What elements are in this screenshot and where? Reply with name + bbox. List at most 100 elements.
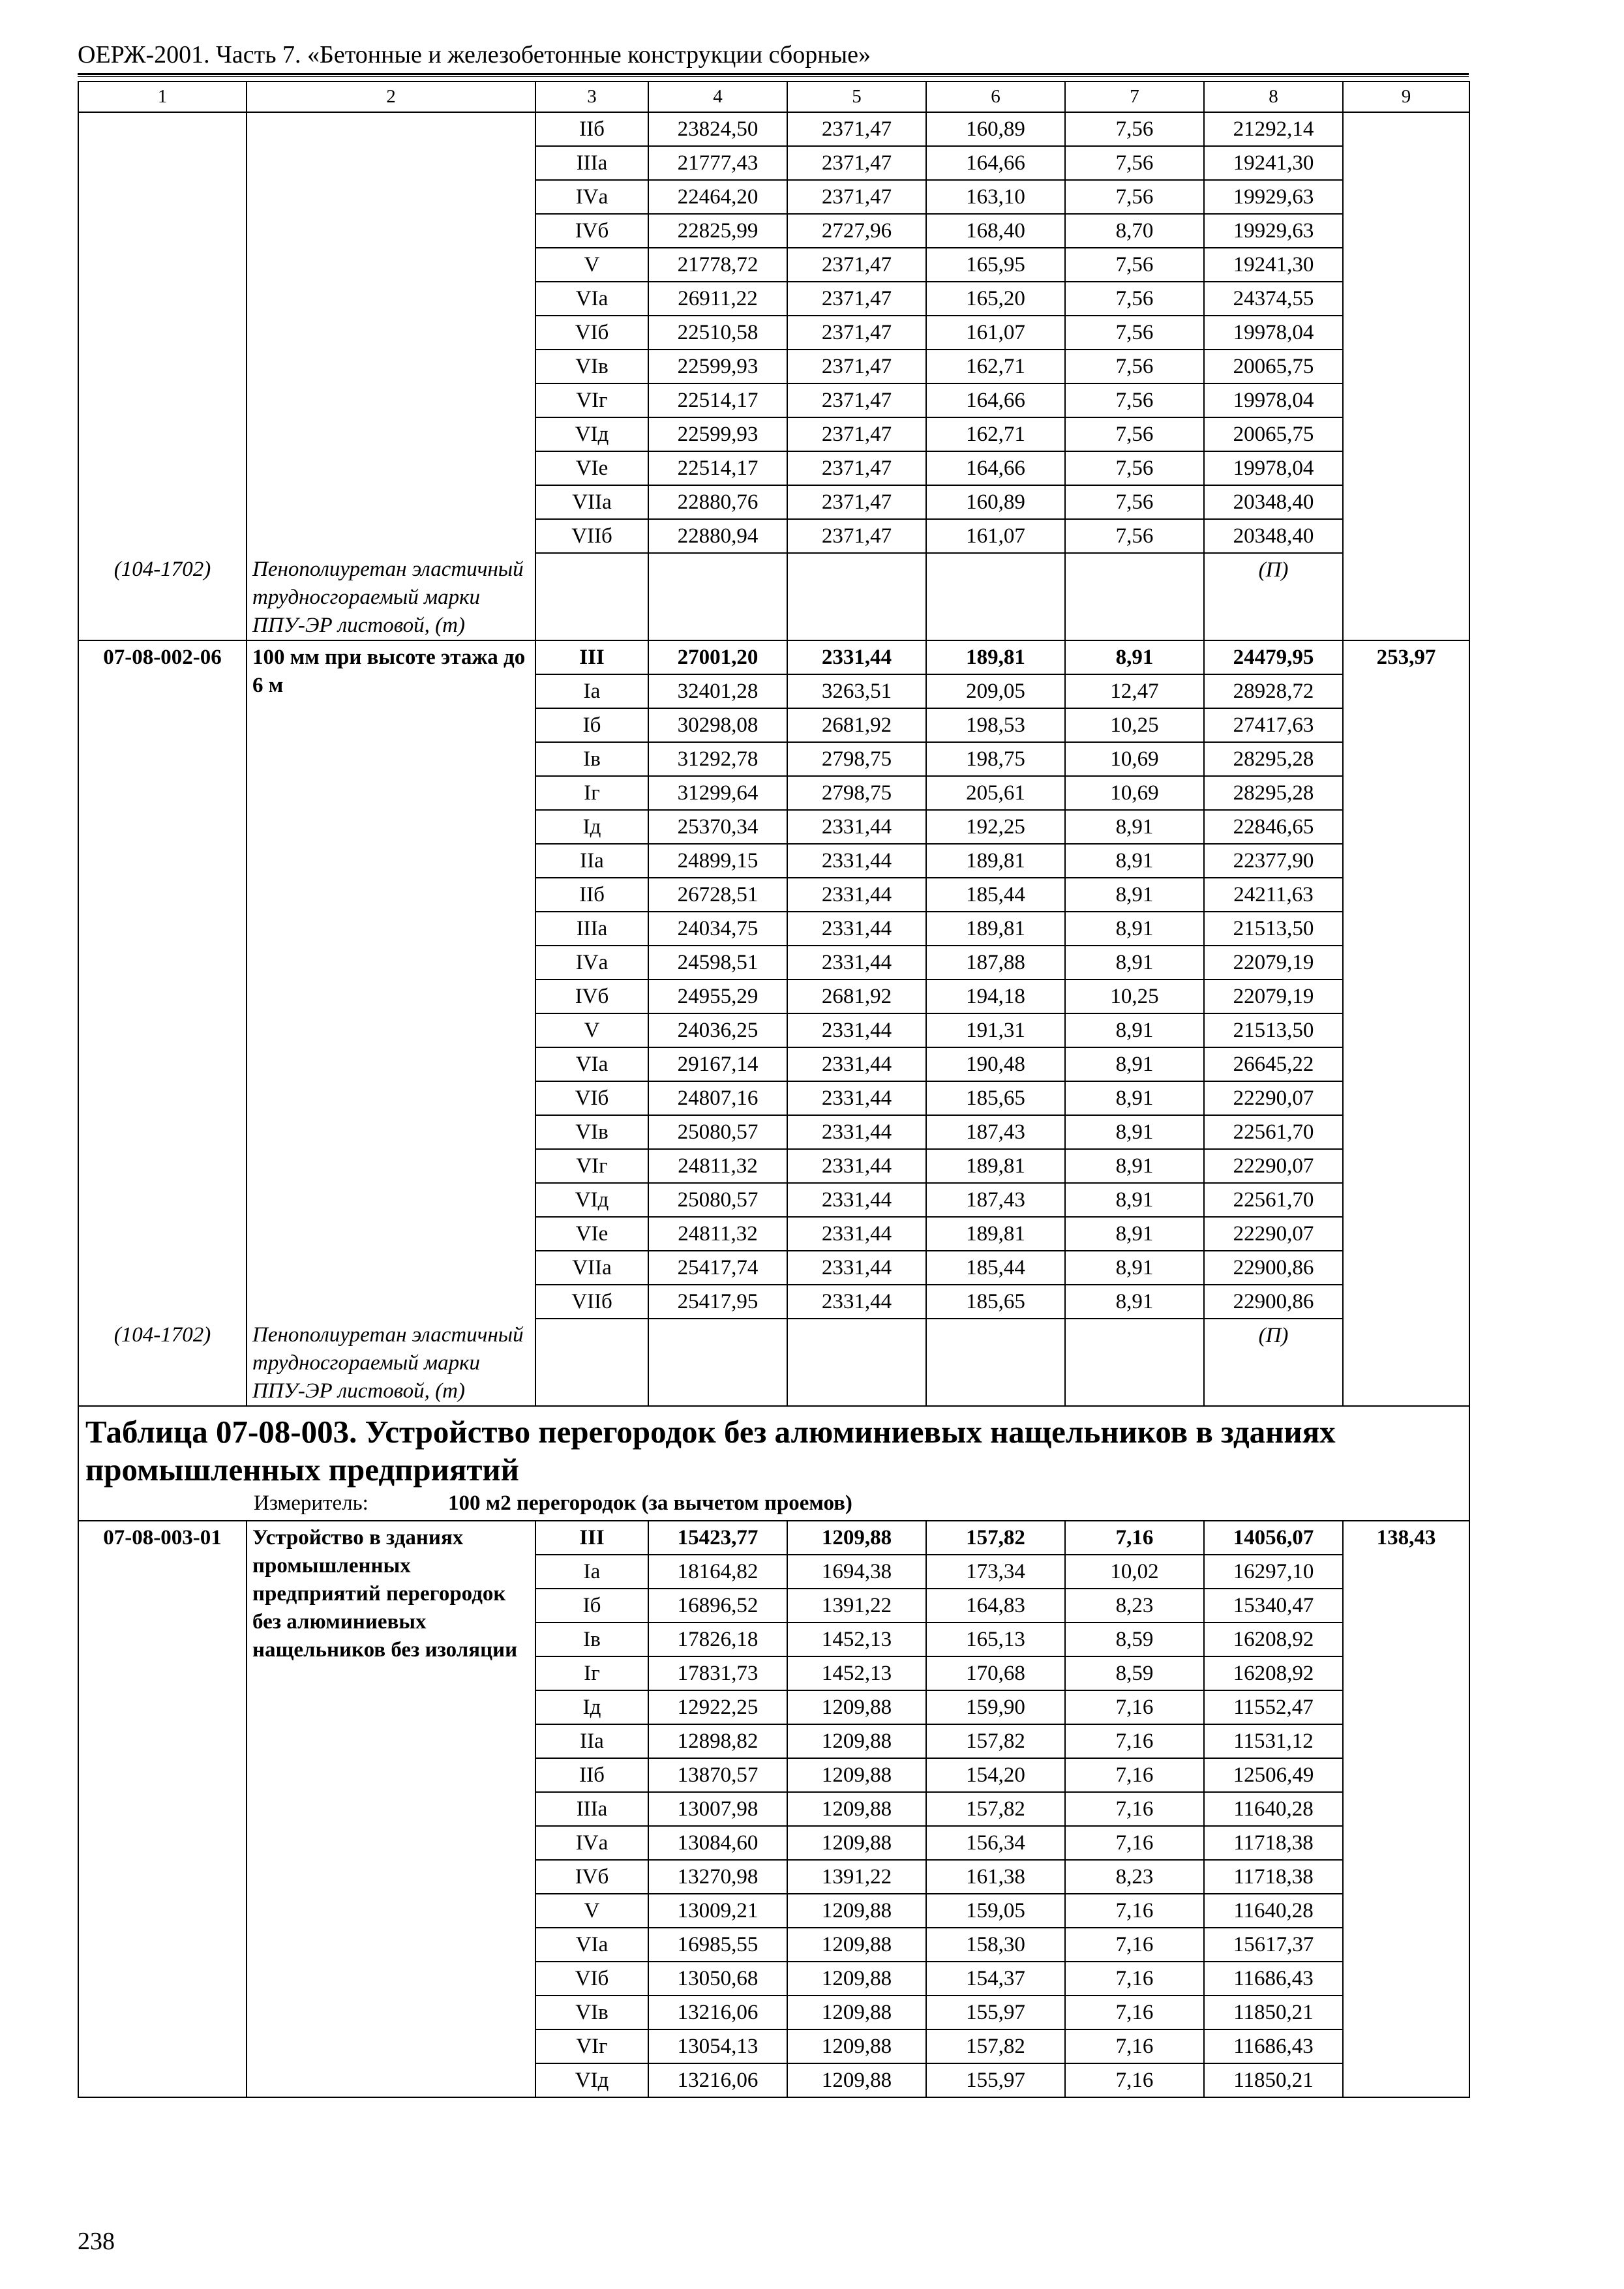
cost-value: 19241,30 bbox=[1203, 247, 1344, 282]
rate-row: VIа 29167,14 2331,44 190,48 8,91 26645,22 bbox=[78, 1047, 1469, 1082]
page-number: 238 bbox=[78, 2228, 115, 2255]
cost-value: 10,69 bbox=[1064, 775, 1205, 811]
rate-row: VIв 22599,93 2371,47 162,71 7,56 20065,75 bbox=[78, 349, 1469, 384]
cost-value: 185,44 bbox=[925, 1250, 1066, 1285]
rate-row: Iб 16896,52 1391,22 164,83 8,23 15340,47 bbox=[78, 1588, 1469, 1623]
cost-value: 24811,32 bbox=[648, 1148, 788, 1184]
cost-value: 22464,20 bbox=[648, 179, 788, 215]
zone: VIе bbox=[535, 1216, 649, 1251]
zone: Iд bbox=[535, 809, 649, 845]
cost-value: 11686,43 bbox=[1203, 1961, 1344, 1996]
cost-value: 22514,17 bbox=[648, 451, 788, 486]
cost-value: 21292,14 bbox=[1203, 112, 1344, 147]
cost-value: 11640,28 bbox=[1203, 1791, 1344, 1827]
cost-value: 2371,47 bbox=[787, 485, 927, 520]
column-number: 9 bbox=[1342, 81, 1470, 113]
cost-value: 7,56 bbox=[1064, 451, 1205, 486]
cost-value: 157,82 bbox=[925, 1791, 1066, 1827]
cost-value: 7,16 bbox=[1064, 1927, 1205, 1962]
cost-value: 22599,93 bbox=[648, 417, 788, 452]
zone: VIIб bbox=[535, 518, 649, 554]
column-number: 8 bbox=[1203, 81, 1344, 113]
cost-value: 15617,37 bbox=[1203, 1927, 1344, 1962]
cost-value: 19929,63 bbox=[1203, 179, 1344, 215]
cost-value: 8,23 bbox=[1064, 1859, 1205, 1894]
zone: VIIа bbox=[535, 1250, 649, 1285]
rate-row: V 24036,25 2331,44 191,31 8,91 21513,50 bbox=[78, 1013, 1469, 1048]
cost-value: 11640,28 bbox=[1203, 1893, 1344, 1928]
empty-cell bbox=[1064, 1318, 1205, 1407]
cost-value: 2727,96 bbox=[787, 213, 927, 248]
rate-row: VIIб 22880,94 2371,47 161,07 7,56 20348,40 bbox=[78, 518, 1469, 554]
cost-value: 11718,38 bbox=[1203, 1859, 1344, 1894]
rate-row: Iа 32401,28 3263,51 209,05 12,47 28928,72 bbox=[78, 674, 1469, 709]
cost-value: 11531,12 bbox=[1203, 1724, 1344, 1759]
cost-value: 7,16 bbox=[1064, 1724, 1205, 1759]
cost-value: 11850,21 bbox=[1203, 2063, 1344, 2098]
rate-row: Iв 31292,78 2798,75 198,75 10,69 28295,28 bbox=[78, 741, 1469, 777]
cost-value: 2331,44 bbox=[787, 1047, 927, 1082]
cost-value: 25370,34 bbox=[648, 809, 788, 845]
column-number: 6 bbox=[925, 81, 1066, 113]
cost-value: 11552,47 bbox=[1203, 1690, 1344, 1725]
empty-cell bbox=[787, 552, 927, 641]
cost-value: 19978,04 bbox=[1203, 383, 1344, 418]
price-table: 1 2 3 4 5 6 7 8 9 IIб 23824,50 2371,47 160,89 7,56 212… bbox=[78, 81, 1470, 2098]
rate-row: VIд 22599,93 2371,47 162,71 7,56 20065,75 bbox=[78, 417, 1469, 452]
cost-value: 8,91 bbox=[1064, 809, 1205, 845]
zone: Iг bbox=[535, 1656, 649, 1691]
cost-value: 170,68 bbox=[925, 1656, 1066, 1691]
cost-value: 28295,28 bbox=[1203, 775, 1344, 811]
cost-value: 7,16 bbox=[1064, 1758, 1205, 1793]
cost-value: 164,66 bbox=[925, 145, 1066, 181]
cost-value: 165,95 bbox=[925, 247, 1066, 282]
cost-value: 25080,57 bbox=[648, 1182, 788, 1218]
material-name: Пенополиуретан эластичный трудносгораемы… bbox=[246, 553, 536, 641]
zone: IIб bbox=[535, 1758, 649, 1793]
zone: VIIб bbox=[535, 1284, 649, 1319]
cost-value: 7,16 bbox=[1064, 2063, 1205, 2098]
cost-value: 161,38 bbox=[925, 1859, 1066, 1894]
cost-value: 1209,88 bbox=[787, 1927, 927, 1962]
cost-value: 7,56 bbox=[1064, 315, 1205, 350]
zone: V bbox=[535, 247, 649, 282]
cost-value: 2371,47 bbox=[787, 281, 927, 316]
cost-value: 8,91 bbox=[1064, 1115, 1205, 1150]
cost-value: 21778,72 bbox=[648, 247, 788, 282]
table-title-cell: Таблица 07-08-003. Устройство перегородо… bbox=[78, 1405, 1470, 1521]
zone: VIе bbox=[535, 451, 649, 486]
zone: VIв bbox=[535, 1115, 649, 1150]
rate-row: IVа 22464,20 2371,47 163,10 7,56 19929,63 bbox=[78, 179, 1469, 215]
cost-value: 7,56 bbox=[1064, 179, 1205, 215]
cost-value: 28295,28 bbox=[1203, 741, 1344, 777]
cost-value: 189,81 bbox=[925, 1148, 1066, 1184]
cost-value: 1391,22 bbox=[787, 1859, 927, 1894]
cost-value: 205,61 bbox=[925, 775, 1066, 811]
zone: Iг bbox=[535, 775, 649, 811]
zone: VIIа bbox=[535, 485, 649, 520]
cost-value: 13054,13 bbox=[648, 2029, 788, 2064]
cost-value: 1209,88 bbox=[787, 1961, 927, 1996]
rate-row: IVб 13270,98 1391,22 161,38 8,23 11718,38 bbox=[78, 1859, 1469, 1894]
rate-row: IVа 24598,51 2331,44 187,88 8,91 22079,19 bbox=[78, 945, 1469, 980]
rate-row: VIIа 22880,76 2371,47 160,89 7,56 20348,40 bbox=[78, 485, 1469, 520]
cost-value: 189,81 bbox=[925, 911, 1066, 946]
rate-row: V 13009,21 1209,88 159,05 7,16 11640,28 bbox=[78, 1893, 1469, 1928]
cost-value: 191,31 bbox=[925, 1013, 1066, 1048]
cost-value: 21513,50 bbox=[1203, 911, 1344, 946]
cost-value: 8,23 bbox=[1064, 1588, 1205, 1623]
zone: IVб bbox=[535, 979, 649, 1014]
cost-value: 24211,63 bbox=[1203, 877, 1344, 912]
cost-value: 187,88 bbox=[925, 945, 1066, 980]
measure-unit: 100 м2 перегородок (за вычетом проемов) bbox=[448, 1491, 852, 1515]
cost-value: 12922,25 bbox=[648, 1690, 788, 1725]
material-unit: (П) bbox=[1203, 552, 1344, 641]
cost-value: 2798,75 bbox=[787, 775, 927, 811]
cost-value: 21513,50 bbox=[1203, 1013, 1344, 1048]
cost-value: 158,30 bbox=[925, 1927, 1066, 1962]
cost-value: 160,89 bbox=[925, 112, 1066, 147]
rate-row: 07-08-003-01 Устройство в зданиях промышл… bbox=[78, 1520, 1470, 2098]
cost-value: 163,10 bbox=[925, 179, 1066, 215]
zone: IVа bbox=[535, 1825, 649, 1861]
